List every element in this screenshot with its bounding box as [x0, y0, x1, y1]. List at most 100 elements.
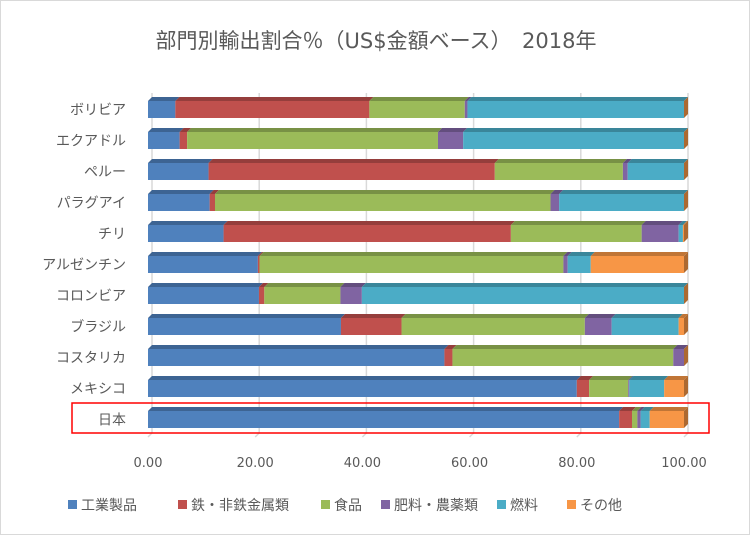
bar-end-side — [684, 221, 688, 242]
bar-segment — [494, 163, 623, 180]
bar-segment-top — [259, 252, 568, 256]
bar-segment — [175, 101, 370, 118]
legend-swatch — [68, 500, 77, 509]
bar-segment-top — [437, 128, 468, 132]
bar-segment-top — [187, 128, 442, 132]
bar-segment — [259, 256, 564, 273]
legend-item: 燃料 — [497, 497, 538, 514]
bar-segment-top — [223, 221, 515, 225]
bar-segment-top — [584, 314, 616, 318]
category-label: チリ — [98, 227, 126, 243]
highlight-box — [71, 402, 710, 434]
bar-end-side — [684, 283, 688, 304]
bar-segment — [559, 194, 684, 211]
category-label: ペルー — [84, 165, 126, 181]
bar-segment — [369, 101, 465, 118]
bar-segment — [215, 194, 551, 211]
bar-segment — [649, 411, 684, 428]
bar-segment-top — [258, 283, 269, 287]
category-label: エクアドル — [56, 134, 126, 150]
bar-end-side — [684, 376, 688, 397]
bar-segment — [452, 349, 674, 366]
bar-segment — [148, 225, 224, 242]
bar-segment-top — [559, 190, 688, 194]
bar-end-side — [684, 97, 688, 118]
bar-segment — [187, 132, 438, 149]
bar-segment-top — [148, 252, 262, 256]
bar-segment — [340, 287, 362, 304]
bar-segment-top — [148, 128, 184, 132]
bars — [148, 97, 688, 428]
bar-segment-top — [619, 407, 637, 411]
x-tick-label: 60.00 — [451, 456, 488, 471]
bar-segment-top — [576, 376, 594, 380]
bar-segment — [628, 380, 630, 397]
bar-segment — [437, 132, 464, 149]
category-label: メキシコ — [70, 382, 126, 398]
bar-segment — [619, 411, 633, 428]
bar-segment — [584, 318, 612, 335]
bar-segment-top — [208, 159, 499, 163]
x-tick-label: 20.00 — [237, 456, 274, 471]
bar-segment-top — [361, 283, 688, 287]
bar-segment — [361, 287, 684, 304]
category-label: 日本 — [98, 413, 126, 429]
bar-segment-top — [627, 159, 688, 163]
chart-title: 部門別輸出割合％（US$金額ベース） 2018年 — [156, 29, 597, 53]
bar-segment — [148, 287, 259, 304]
bar-segment-top — [632, 407, 642, 411]
bar-segment — [563, 256, 568, 273]
bar-segment — [510, 225, 642, 242]
bar-segment-top — [257, 252, 264, 256]
bar-segment — [444, 349, 453, 366]
bar-segment — [682, 225, 684, 242]
category-labels: ボリビアエクアドルペルーパラグアイチリアルゼンチンコロンビアブラジルコスタリカメ… — [42, 103, 126, 429]
legend-label: 燃料 — [510, 497, 538, 514]
bar-segment — [467, 101, 684, 118]
bar-segment-top — [148, 314, 345, 318]
bar-segment-top — [678, 221, 687, 225]
bar-segment-top — [148, 159, 213, 163]
legend-swatch — [321, 500, 330, 509]
bar-segment — [611, 318, 679, 335]
bar-segment-top — [563, 252, 572, 256]
legend-label: 食品 — [334, 497, 362, 514]
x-tick-label: 80.00 — [558, 456, 595, 471]
bar-segment-top — [175, 97, 374, 101]
bar-segment-top — [664, 376, 688, 380]
bar-row — [148, 407, 688, 428]
legend-item: 食品 — [321, 497, 362, 514]
bar-segment-top — [463, 128, 688, 132]
legend-label: その他 — [580, 498, 622, 514]
bar-segment-top — [628, 376, 634, 380]
bar-segment-top — [622, 159, 632, 163]
bar-segment-top — [452, 345, 678, 349]
bar-segment — [463, 132, 684, 149]
bar-segment — [401, 318, 585, 335]
bar-segment — [179, 132, 188, 149]
bar-end-side — [684, 252, 688, 273]
bar-segment-top — [637, 407, 645, 411]
bar-segment-top — [629, 376, 669, 380]
bar-segment-top — [209, 190, 219, 194]
bar-segment-top — [649, 407, 688, 411]
bar-segment — [641, 225, 679, 242]
bar-segment-top — [340, 314, 406, 318]
bar-segment-top — [148, 376, 581, 380]
bar-row — [148, 190, 688, 211]
bar-segment-top — [401, 314, 589, 318]
bar-row — [148, 97, 688, 118]
bar-segment-top — [215, 190, 555, 194]
category-label: コロンビア — [56, 289, 126, 305]
legend-label: 鉄・非鉄金属類 — [191, 498, 289, 514]
x-tick-label: 0.00 — [134, 456, 163, 471]
bar-segment — [209, 194, 215, 211]
x-tick-labels: 0.00 20.00 40.00 60.00 80.00 100.00 — [134, 456, 707, 471]
bar-segment-top — [148, 345, 449, 349]
bar-segment — [637, 411, 641, 428]
legend-swatch — [567, 500, 576, 509]
bar-segment-top — [444, 345, 457, 349]
bar-segment — [264, 287, 341, 304]
bar-segment-top — [589, 376, 633, 380]
